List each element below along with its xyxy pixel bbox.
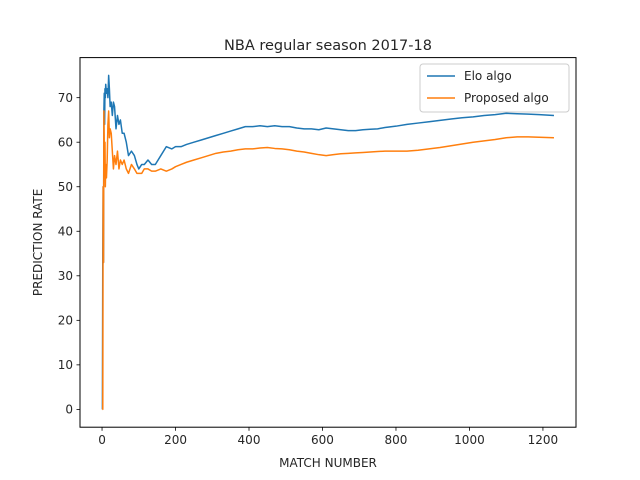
plot-frame (79, 57, 577, 428)
x-tick-label: 800 (385, 433, 408, 447)
x-axis-ticks: 0 200 400 600 800 1000 1200 (98, 427, 558, 447)
legend-label-proposed: Proposed algo (464, 91, 549, 105)
y-tick-label: 50 (58, 180, 73, 194)
y-tick-label: 20 (58, 314, 73, 328)
x-axis-label: MATCH NUMBER (279, 456, 377, 470)
y-axis-ticks: 0 10 20 30 40 50 60 70 (58, 91, 80, 417)
x-tick-label: 0 (98, 433, 106, 447)
y-tick-label: 70 (58, 91, 73, 105)
x-tick-label: 1200 (528, 433, 559, 447)
x-tick-label: 200 (164, 433, 187, 447)
legend-label-elo: Elo algo (464, 69, 512, 83)
y-tick-label: 30 (58, 269, 73, 283)
y-tick-label: 60 (58, 136, 73, 150)
chart-title: NBA regular season 2017-18 (224, 38, 432, 54)
plot-lines (101, 74, 555, 411)
series-line-proposed (102, 110, 554, 411)
x-tick-label: 1000 (454, 433, 485, 447)
y-tick-label: 10 (58, 358, 73, 372)
x-tick-label: 400 (238, 433, 261, 447)
legend: Elo algo Proposed algo (419, 63, 570, 113)
legend-box (419, 63, 570, 113)
y-tick-label: 40 (58, 225, 73, 239)
series-line-elo (101, 74, 555, 410)
x-tick-label: 600 (311, 433, 334, 447)
y-axis-label: PREDICTION RATE (31, 189, 45, 296)
y-tick-label: 0 (65, 403, 73, 417)
